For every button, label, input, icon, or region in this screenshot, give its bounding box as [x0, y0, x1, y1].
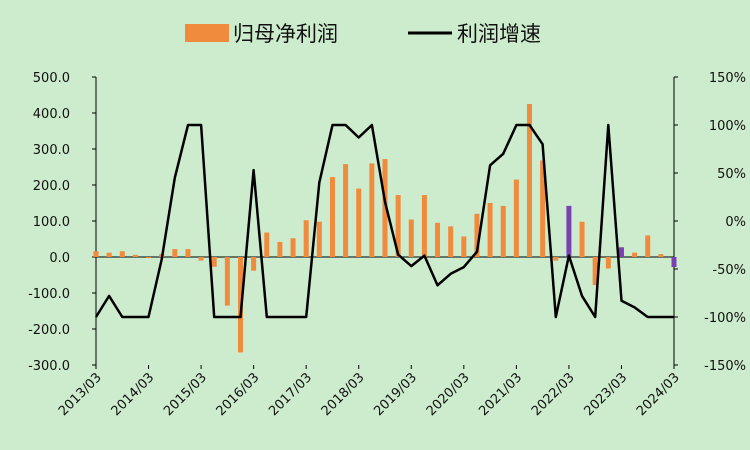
- right-tick-label: 0%: [725, 215, 746, 230]
- bar: [119, 251, 125, 257]
- bar: [277, 241, 283, 257]
- bar: [356, 188, 362, 257]
- bar: [224, 257, 230, 306]
- right-tick-label: -100%: [704, 311, 746, 326]
- bar: [316, 221, 322, 257]
- bar: [172, 249, 178, 257]
- bar: [618, 247, 624, 257]
- bar: [461, 236, 467, 257]
- right-tick-label: -150%: [704, 359, 746, 374]
- bar: [408, 219, 414, 257]
- bar: [592, 257, 598, 286]
- bar: [645, 235, 651, 257]
- right-tick-label: -50%: [712, 263, 746, 278]
- legend-line-label: 利润增速: [457, 22, 541, 46]
- bar: [303, 220, 309, 257]
- right-tick-label: 150%: [709, 71, 746, 86]
- bar: [513, 179, 519, 257]
- bar: [251, 257, 257, 271]
- bar: [211, 257, 217, 267]
- bar: [566, 205, 572, 257]
- bar: [198, 257, 204, 261]
- bar: [632, 252, 638, 257]
- right-tick-label: 50%: [717, 167, 746, 182]
- bar: [369, 163, 375, 257]
- bar: [421, 195, 427, 257]
- bar: [382, 159, 388, 257]
- left-tick-label: 300.0: [33, 143, 70, 158]
- bar: [395, 195, 401, 257]
- left-tick-label: 400.0: [33, 107, 70, 122]
- bar: [146, 257, 152, 259]
- left-tick-label: 100.0: [33, 215, 70, 230]
- left-tick-label: -200.0: [28, 323, 70, 338]
- bar: [527, 104, 532, 257]
- growth-line: [94, 123, 674, 319]
- bar: [329, 177, 335, 257]
- bar: [185, 249, 191, 257]
- bar: [106, 252, 112, 257]
- right-axis-ticks: -150% -100% -50% 0% 50% 100% 150%: [674, 71, 746, 374]
- bar: [553, 257, 559, 261]
- left-axis-ticks: -300.0 -200.0 -100.0 0.0 100.0 200.0 300.0 400.…: [28, 71, 96, 374]
- bar: [487, 203, 493, 257]
- legend-bar-swatch: [185, 24, 229, 42]
- bar: [540, 160, 546, 257]
- bar: [290, 238, 296, 257]
- bar: [93, 251, 99, 257]
- bar: [671, 257, 677, 268]
- legend: 归母净利润 利润增速: [185, 22, 541, 46]
- bar: [658, 254, 664, 257]
- left-tick-label: 0.0: [49, 251, 70, 266]
- left-tick-label: -100.0: [28, 287, 70, 302]
- bar: [435, 222, 441, 257]
- bar: [264, 232, 270, 257]
- bar: [132, 254, 138, 257]
- legend-bar-label: 归母净利润: [233, 22, 338, 46]
- left-tick-label: -300.0: [28, 359, 70, 374]
- bar: [605, 257, 611, 269]
- left-tick-label: 200.0: [33, 179, 70, 194]
- bar: [448, 226, 454, 257]
- right-tick-label: 100%: [709, 119, 746, 134]
- left-tick-label: 500.0: [33, 71, 70, 86]
- bar: [500, 205, 506, 257]
- bar: [343, 164, 349, 257]
- bar: [474, 213, 480, 257]
- bar: [579, 221, 585, 257]
- line-series: [94, 123, 674, 319]
